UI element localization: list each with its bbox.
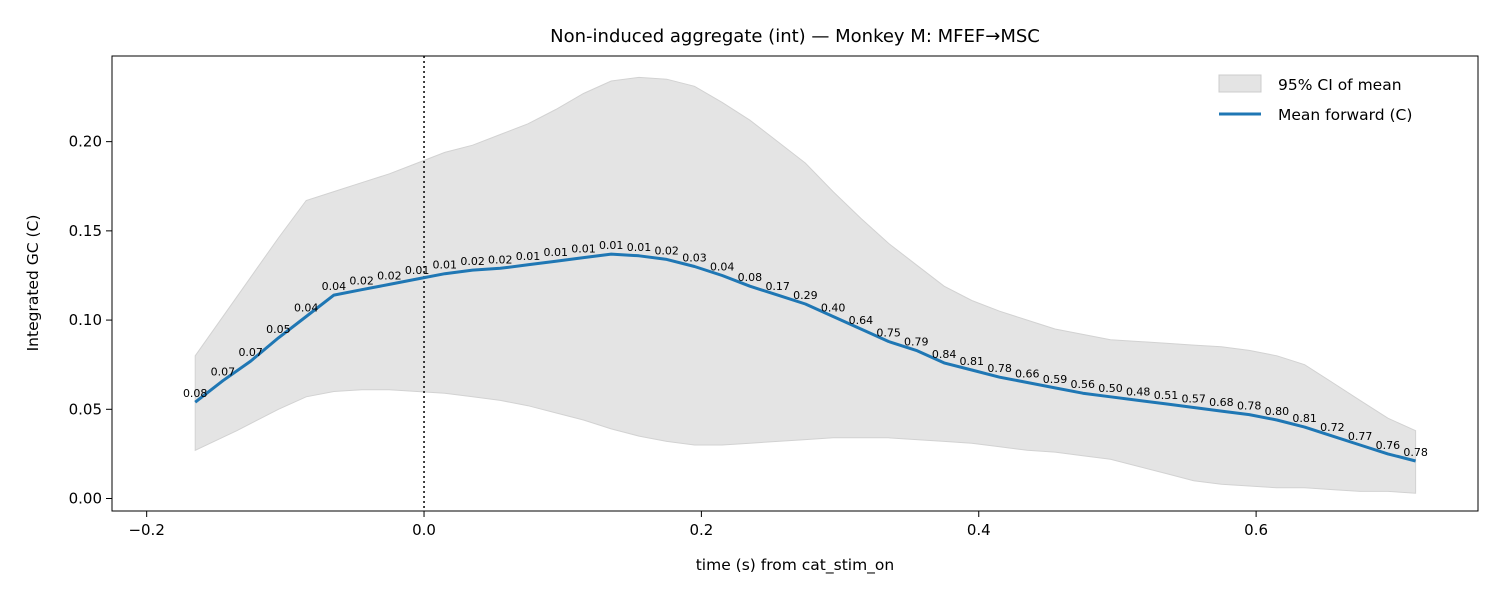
point-label: 0.08	[183, 387, 208, 400]
chart-title: Non-induced aggregate (int) — Monkey M: …	[550, 26, 1040, 47]
point-label: 0.04	[294, 302, 319, 315]
legend-label-band: 95% CI of mean	[1278, 76, 1402, 94]
point-label: 0.79	[904, 335, 929, 348]
y-tick-label: 0.10	[69, 311, 102, 329]
point-label: 0.02	[349, 275, 374, 288]
point-label: 0.07	[211, 366, 236, 379]
point-label: 0.07	[238, 346, 263, 359]
y-tick-label: 0.00	[69, 490, 102, 508]
point-label: 0.84	[932, 348, 957, 361]
point-label: 0.01	[571, 243, 596, 256]
legend-label-line: Mean forward (C)	[1278, 106, 1412, 124]
plot-frame	[111, 55, 1479, 512]
point-label: 0.57	[1181, 393, 1206, 406]
point-label: 0.01	[516, 250, 541, 263]
mean-forward-line	[194, 252, 1416, 463]
x-tick-label: 0.0	[412, 521, 436, 539]
point-label: 0.04	[710, 261, 735, 274]
point-label: 0.17	[765, 280, 790, 293]
point-label: 0.64	[849, 314, 874, 327]
point-label: 0.40	[821, 302, 846, 315]
point-label: 0.04	[322, 280, 347, 293]
point-label: 0.51	[1154, 389, 1179, 402]
y-axis-label: Integrated GC (C)	[24, 215, 42, 352]
x-tick-label: 0.6	[1244, 521, 1268, 539]
point-label: 0.81	[960, 355, 985, 368]
point-label: 0.05	[266, 323, 291, 336]
point-label: 0.01	[433, 259, 458, 272]
point-label: 0.59	[1043, 373, 1068, 386]
point-label-layer: 0.080.070.070.050.040.04 0.02 0.02 0.01 0.01…	[183, 239, 1428, 459]
x-tick-label: −0.2	[128, 521, 164, 539]
y-tick-label: 0.05	[69, 400, 102, 418]
point-label: 0.29	[793, 289, 818, 302]
y-axis: 0.00 0.05 0.10 0.15 0.20	[69, 133, 112, 508]
point-label: 0.78	[1237, 400, 1262, 413]
x-axis: −0.2 0.0 0.2 0.4 0.6	[128, 511, 1268, 539]
point-label: 0.50	[1098, 382, 1123, 395]
y-tick-label: 0.15	[69, 222, 102, 240]
point-label: 0.78	[987, 362, 1012, 375]
point-label: 0.77	[1348, 430, 1373, 443]
point-label: 0.03	[682, 252, 707, 265]
legend: 95% CI of mean Mean forward (C)	[1218, 74, 1412, 124]
point-label: 0.80	[1265, 405, 1290, 418]
point-label: 0.48	[1126, 385, 1151, 398]
point-label: 0.68	[1209, 396, 1234, 409]
point-label: 0.66	[1015, 368, 1040, 381]
ci-band-layer	[194, 76, 1417, 494]
point-label: 0.81	[1292, 412, 1317, 425]
mean-line-layer	[194, 252, 1416, 463]
point-label: 0.01	[544, 246, 569, 259]
point-label: 0.56	[1071, 378, 1096, 391]
x-tick-label: 0.4	[967, 521, 991, 539]
point-label: 0.78	[1403, 446, 1428, 459]
point-label: 0.02	[488, 253, 513, 266]
point-label: 0.02	[654, 244, 679, 257]
point-label: 0.01	[627, 241, 652, 254]
point-label: 0.02	[377, 269, 402, 282]
ci-band	[194, 76, 1417, 494]
legend-swatch-band	[1218, 74, 1262, 93]
point-label: 0.76	[1376, 439, 1401, 452]
point-label: 0.01	[405, 264, 430, 277]
point-label: 0.02	[460, 255, 485, 268]
point-label: 0.08	[738, 271, 763, 284]
y-tick-label: 0.20	[69, 133, 102, 151]
x-axis-label: time (s) from cat_stim_on	[696, 556, 895, 575]
point-label: 0.72	[1320, 421, 1345, 434]
x-tick-label: 0.2	[689, 521, 713, 539]
point-label: 0.75	[876, 327, 901, 340]
point-label: 0.01	[599, 239, 624, 252]
